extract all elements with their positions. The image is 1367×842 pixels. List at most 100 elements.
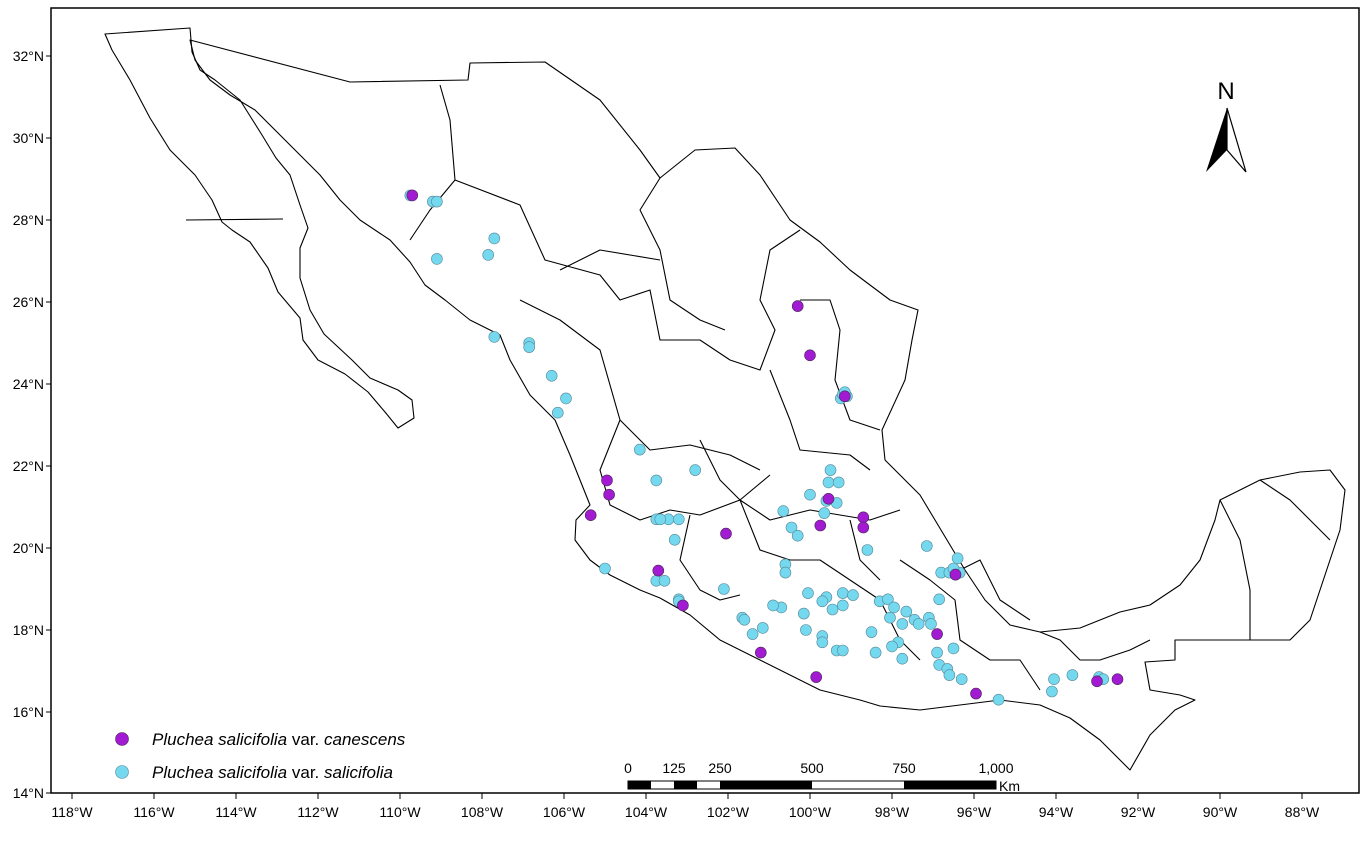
lon-label: 114°W (215, 804, 257, 820)
lon-tick-2: 114°W (215, 793, 257, 820)
lon-tick-12: 94°W (1039, 793, 1074, 820)
scale-label: 125 (662, 760, 686, 776)
lat-label: 26°N (13, 294, 44, 310)
lat-label: 20°N (13, 540, 44, 556)
salicifolia-point (804, 488, 816, 501)
salicifolia-point (822, 476, 835, 489)
salicifolia-point (689, 464, 702, 476)
lat-tick-8: 16°N (13, 704, 51, 720)
salicifolia-point (925, 618, 937, 630)
canescens-point (857, 511, 870, 524)
longitude-axis: 118°W 116°W 114°W 112°W 110°W 108°W 106°… (51, 793, 1320, 820)
salicifolia-point (800, 624, 812, 636)
salicifolia-point (672, 513, 685, 526)
legend-variety: canescens (324, 730, 406, 749)
lon-label: 108°W (461, 804, 504, 820)
lon-tick-13: 92°W (1121, 793, 1156, 820)
legend-item-salicifolia: Pluchea salicifolia var. salicifolia (115, 763, 393, 782)
salicifolia-point (912, 618, 925, 630)
lon-tick-5: 108°W (461, 793, 504, 820)
canescens-point (804, 349, 816, 362)
canescens-point (931, 628, 943, 640)
lon-tick-9: 100°W (789, 793, 832, 820)
salicifolia-point (756, 622, 769, 634)
lat-tick-0: 32°N (13, 48, 51, 64)
legend-species: Pluchea salicifolia (152, 763, 287, 782)
salicifolia-point (545, 369, 558, 382)
scale-bar: 0 125 250 500 750 1,000 Km (624, 760, 1020, 794)
salicifolia-point (802, 587, 814, 599)
lat-tick-4: 24°N (13, 376, 51, 392)
salicifolia-point (900, 605, 913, 618)
salicifolia-point (865, 626, 878, 638)
legend-species: Pluchea salicifolia (152, 730, 287, 749)
salicifolia-point (832, 476, 845, 489)
canescens-points (406, 189, 1124, 700)
canescens-point (838, 390, 851, 403)
canescens-point (970, 687, 982, 700)
salicifolia-point (746, 628, 759, 640)
north-arrow-right-icon (1226, 107, 1247, 173)
north-label: N (1217, 78, 1234, 105)
canescens-point (822, 492, 835, 505)
salicifolia-point (931, 646, 943, 659)
salicifolia-point (658, 574, 671, 587)
salicifolia-point (738, 613, 751, 626)
legend-label-salicifolia: Pluchea salicifolia var. salicifolia (152, 763, 393, 782)
lat-label: 22°N (13, 458, 44, 474)
salicifolia-points (404, 189, 1109, 706)
lat-tick-7: 18°N (13, 622, 51, 638)
salicifolia-point (668, 533, 681, 546)
baja-california-outline (104, 27, 415, 429)
legend-rank: var. (292, 730, 319, 749)
legend-marker-salicifolia (115, 765, 129, 779)
salicifolia-point (779, 566, 792, 579)
canescens-point (652, 564, 665, 577)
lon-label: 102°W (707, 804, 750, 820)
salicifolia-point (767, 599, 779, 612)
salicifolia-point (1048, 673, 1060, 686)
salicifolia-point (560, 392, 572, 405)
legend-label-canescens: Pluchea salicifolia var. canescens (152, 730, 406, 749)
lat-label: 14°N (13, 785, 44, 801)
salicifolia-point (633, 443, 646, 456)
salicifolia-point (818, 507, 831, 519)
map-frame (50, 7, 1360, 794)
lat-label: 32°N (13, 48, 44, 64)
salicifolia-point (431, 253, 443, 265)
country-outlines (104, 27, 1346, 771)
canescens-point (406, 189, 419, 202)
scale-label: 750 (892, 760, 916, 776)
salicifolia-point (650, 474, 663, 487)
latitude-axis: 32°N 30°N 28°N 26°N 24°N 22°N 20°N 18°N … (13, 48, 51, 801)
salicifolia-point (523, 341, 536, 353)
salicifolia-point (826, 603, 839, 616)
canescens-point (814, 519, 827, 532)
lon-label: 110°W (379, 804, 421, 820)
salicifolia-point (1046, 685, 1058, 698)
lon-label: 90°W (1203, 804, 1238, 820)
salicifolia-point (861, 544, 874, 556)
lon-label: 116°W (133, 804, 175, 820)
lat-tick-6: 20°N (13, 540, 51, 556)
lon-label: 112°W (297, 804, 339, 820)
legend-variety: salicifolia (324, 763, 393, 782)
canescens-point (720, 527, 732, 540)
lon-tick-8: 102°W (707, 793, 750, 820)
salicifolia-point (836, 599, 849, 612)
lon-label: 88°W (1285, 804, 1320, 820)
lat-tick-5: 22°N (13, 458, 51, 474)
salicifolia-point (882, 593, 894, 606)
legend-marker-canescens (115, 732, 129, 746)
canescens-point (1111, 673, 1124, 686)
salicifolia-point (777, 505, 790, 517)
salicifolia-point (551, 406, 564, 419)
lon-tick-7: 104°W (625, 793, 668, 820)
lat-label: 16°N (13, 704, 44, 720)
lat-tick-9: 14°N (13, 785, 51, 801)
salicifolia-point (1066, 669, 1079, 681)
lat-tick-1: 30°N (13, 130, 51, 146)
lat-label: 18°N (13, 622, 44, 638)
salicifolia-point (791, 529, 804, 542)
